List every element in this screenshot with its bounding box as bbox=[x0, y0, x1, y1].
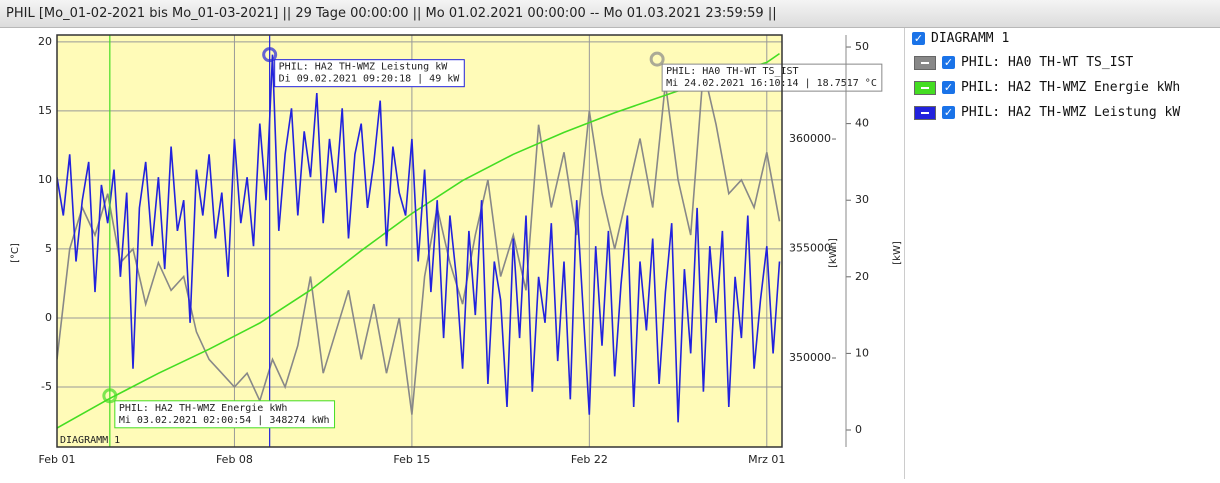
legend-swatch bbox=[914, 105, 936, 120]
y3-tick-label: 30 bbox=[855, 193, 869, 206]
legend-item[interactable]: ✓ PHIL: HA2 TH-WMZ Leistung kW bbox=[914, 105, 1180, 120]
window-title: PHIL [Mo_01-02-2021 bis Mo_01-03-2021] |… bbox=[0, 0, 1220, 28]
tooltip-text: PHIL: HA0 TH-WT TS_IST bbox=[666, 66, 798, 77]
legend-group[interactable]: ✓ DIAGRAMM 1 bbox=[912, 31, 1009, 46]
checkbox[interactable]: ✓ bbox=[942, 81, 955, 94]
plot-border bbox=[56, 34, 783, 448]
checkbox[interactable]: ✓ bbox=[942, 56, 955, 69]
y-tick-label: 0 bbox=[45, 311, 52, 324]
legend-swatch bbox=[914, 55, 936, 70]
legend-panel: ✓ DIAGRAMM 1 ✓ PHIL: HA0 TH-WT TS_IST ✓ PHIL… bbox=[906, 28, 1220, 479]
series-line bbox=[57, 54, 781, 423]
y3-tick-label: 10 bbox=[855, 346, 869, 359]
tooltip-text: Mi 24.02.2021 16:10:14 | 18.7517 °C bbox=[666, 78, 877, 89]
chart-panel: PHIL: HA2 TH-WMZ Leistung kW Di 09.02.202… bbox=[0, 28, 905, 479]
legend-label: PHIL: HA2 TH-WMZ Leistung kW bbox=[961, 105, 1181, 120]
legend-item[interactable]: ✓ PHIL: HA0 TH-WT TS_IST bbox=[914, 55, 1133, 70]
y3-tick-label: 50 bbox=[855, 40, 869, 53]
tooltip-box bbox=[114, 400, 336, 429]
y2-tick-label: 360000 bbox=[789, 132, 831, 145]
legend-item[interactable]: ✓ PHIL: HA2 TH-WMZ Energie kWh bbox=[914, 80, 1180, 95]
x-tick-label: Feb 22 bbox=[571, 453, 608, 466]
group-name: DIAGRAMM 1 bbox=[931, 31, 1010, 46]
cursor-marker bbox=[102, 388, 118, 404]
y-tick-label: 15 bbox=[38, 104, 52, 117]
x-tick-label: Mrz 01 bbox=[748, 453, 785, 466]
y3-tick-label: 40 bbox=[855, 117, 869, 130]
legend-label: PHIL: HA0 TH-WT TS_IST bbox=[961, 55, 1134, 70]
tooltip-text: Mi 03.02.2021 02:00:54 | 348274 kWh bbox=[119, 415, 330, 426]
x-tick-label: Feb 01 bbox=[39, 453, 76, 466]
series-line bbox=[57, 69, 781, 415]
tooltip-box bbox=[274, 59, 465, 88]
axis-label: [°C] bbox=[10, 243, 21, 263]
axis-label: [kWh] bbox=[828, 238, 839, 268]
y2-tick-label: 355000 bbox=[789, 242, 831, 255]
y3-tick-label: 20 bbox=[855, 270, 869, 283]
y3-tick-label: 0 bbox=[855, 423, 862, 436]
cursor-marker bbox=[649, 51, 665, 67]
y-tick-label: 5 bbox=[45, 242, 52, 255]
legend-label: PHIL: HA2 TH-WMZ Energie kWh bbox=[961, 80, 1181, 95]
tooltip-text: PHIL: HA2 TH-WMZ Energie kWh bbox=[119, 403, 288, 414]
y2-tick-label: 350000 bbox=[789, 351, 831, 364]
y-tick-label: 10 bbox=[38, 173, 52, 186]
x-tick-label: Feb 15 bbox=[393, 453, 430, 466]
chart-name: DIAGRAMM 1 bbox=[60, 435, 120, 446]
axis-label: [kW] bbox=[892, 241, 903, 265]
checkbox[interactable]: ✓ bbox=[942, 106, 955, 119]
tooltip-text: PHIL: HA2 TH-WMZ Leistung kW bbox=[279, 62, 449, 73]
y-tick-label: -5 bbox=[41, 380, 52, 393]
legend-swatch bbox=[914, 80, 936, 95]
tooltip-text: Di 09.02.2021 09:20:18 | 49 kW bbox=[279, 74, 461, 85]
y-tick-label: 20 bbox=[38, 35, 52, 48]
checkbox[interactable]: ✓ bbox=[912, 32, 925, 45]
cursor-marker bbox=[262, 47, 278, 63]
tooltip-box bbox=[661, 63, 883, 92]
x-tick-label: Feb 08 bbox=[216, 453, 253, 466]
